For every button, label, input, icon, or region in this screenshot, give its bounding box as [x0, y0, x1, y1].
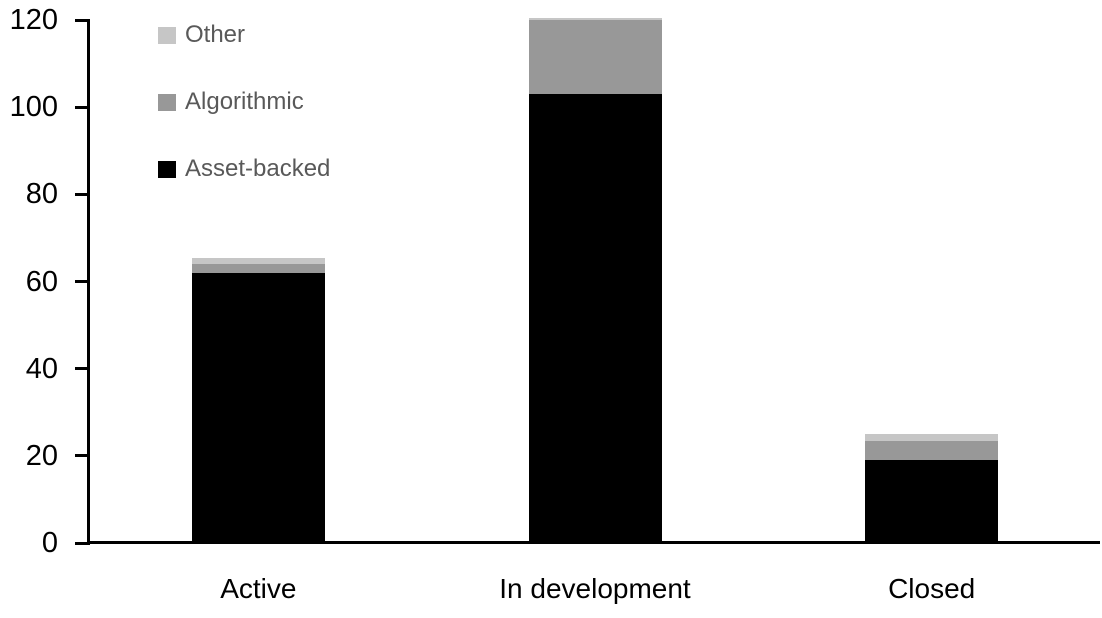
- y-tick-label: 0: [41, 527, 58, 559]
- legend-swatch-icon: [158, 26, 176, 44]
- y-tick-label: 80: [25, 178, 58, 211]
- x-category-label: In development: [499, 573, 691, 604]
- bar-segment-algorithmic: [528, 20, 662, 95]
- legend-item: Asset-backed: [158, 155, 331, 182]
- bar-segment-asset-backed: [865, 460, 999, 543]
- legend-item: Algorithmic: [158, 88, 304, 115]
- y-tick-label: 40: [25, 352, 58, 385]
- legend-swatch-icon: [158, 93, 176, 111]
- bar-segment-other: [191, 257, 325, 265]
- bar-segment-algorithmic: [865, 440, 999, 461]
- y-tick: [75, 367, 87, 371]
- bar-segment-asset-backed: [191, 272, 325, 543]
- y-tick-label: 100: [9, 91, 58, 124]
- legend-swatch-icon: [158, 160, 176, 178]
- x-category-label: Active: [220, 573, 297, 604]
- y-axis-line: [87, 19, 90, 545]
- bar-segment-other: [865, 434, 999, 441]
- legend-item: Other: [158, 21, 246, 48]
- y-tick: [75, 18, 87, 22]
- x-category-label: Closed: [888, 573, 976, 604]
- y-tick: [75, 541, 87, 545]
- legend-label: Other: [185, 21, 246, 48]
- legend-label: Asset-backed: [185, 155, 331, 182]
- bar-segment-algorithmic: [191, 264, 325, 273]
- bar-segment-asset-backed: [528, 94, 662, 543]
- y-tick-label: 120: [9, 4, 58, 36]
- legend-label: Algorithmic: [185, 88, 304, 115]
- y-tick-label: 60: [25, 265, 58, 298]
- bar-segment-other: [528, 17, 662, 20]
- y-tick-label: 20: [25, 439, 58, 472]
- y-tick: [75, 454, 87, 458]
- y-tick: [75, 192, 87, 196]
- y-tick: [75, 105, 87, 109]
- y-tick: [75, 280, 87, 283]
